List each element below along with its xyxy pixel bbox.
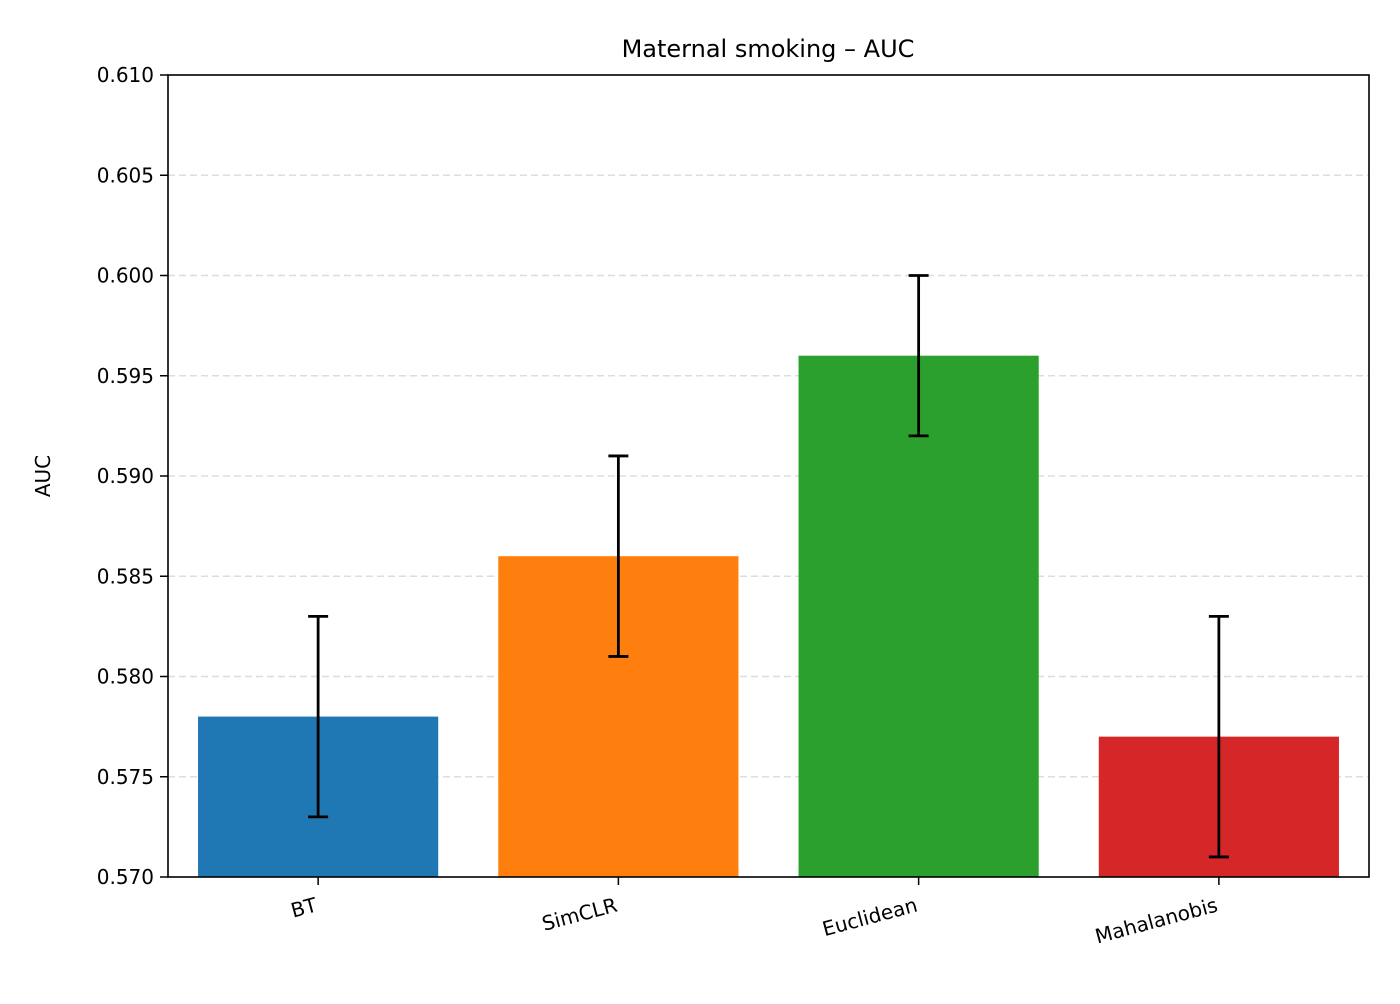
y-tick-label: 0.580 <box>97 665 154 689</box>
y-tick-label: 0.600 <box>97 264 154 288</box>
y-tick-label: 0.590 <box>97 464 154 488</box>
y-tick-label: 0.610 <box>97 63 154 87</box>
y-axis: 0.570 0.575 0.580 0.585 0.590 0.595 0.600 0.605… <box>97 63 168 889</box>
y-tick-label: 0.575 <box>97 765 154 789</box>
error-bars <box>308 274 1229 859</box>
y-axis-label: AUC <box>31 455 55 497</box>
y-tick-label: 0.570 <box>97 865 154 889</box>
bar-euclidean <box>798 355 1039 877</box>
y-tick-label: 0.585 <box>97 564 154 588</box>
y-tick-label: 0.605 <box>97 163 154 187</box>
bars <box>198 355 1339 877</box>
y-tick-label: 0.595 <box>97 364 154 388</box>
chart-title: Maternal smoking – AUC <box>622 35 915 63</box>
